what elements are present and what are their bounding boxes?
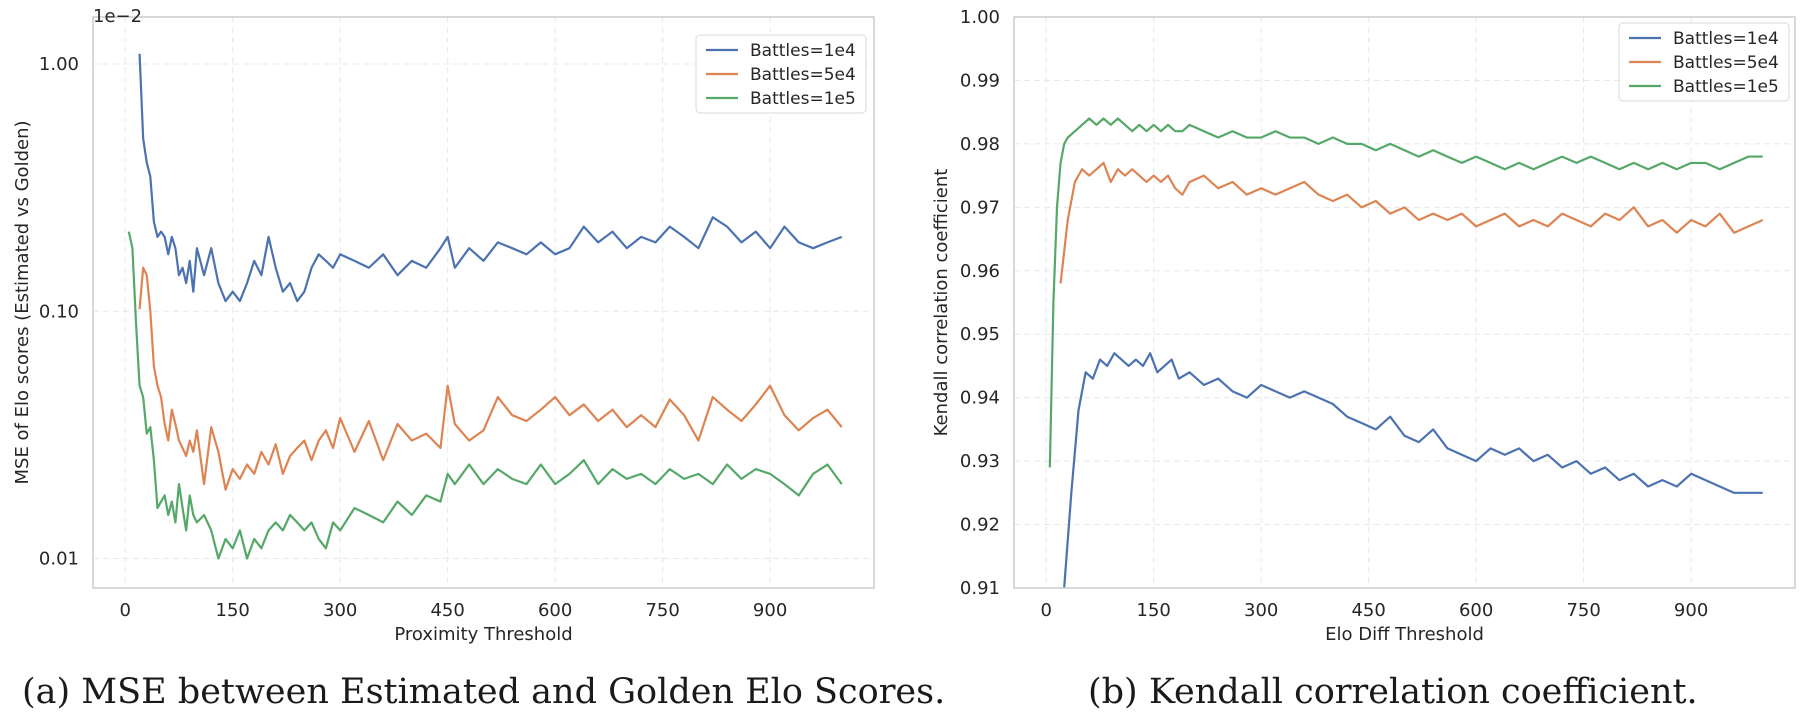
series-lines — [127, 53, 843, 560]
mse-chart-panel: 0 150 300 450 600 750 900 0.01 0.10 1.00 Proximity… — [12, 6, 875, 645]
y-tick-label: 0.10 — [39, 301, 79, 322]
y-tick-label: 0.96 — [960, 261, 1000, 282]
x-tick-label: 750 — [645, 600, 679, 621]
legend-label: Battles=5e4 — [1673, 53, 1779, 73]
legend-box — [1618, 22, 1790, 102]
x-tick-label: 150 — [216, 600, 250, 621]
x-tick-label: 600 — [1459, 600, 1493, 621]
y-tick-label: 0.95 — [960, 324, 1000, 345]
series-line-battles-1e4 — [1063, 352, 1763, 589]
x-tick-label: 900 — [753, 600, 787, 621]
series-line-battles-1e4 — [138, 53, 843, 303]
y-tick-label: 0.91 — [960, 578, 1000, 599]
legend-label: Battles=1e4 — [750, 41, 856, 61]
legend: Battles=1e4 Battles=5e4 Battles=1e5 — [1618, 22, 1790, 102]
plot-frame — [1013, 16, 1796, 589]
gridlines — [1014, 16, 1795, 589]
x-tick-label: 600 — [538, 600, 572, 621]
x-axis-label: Proximity Threshold — [394, 624, 572, 645]
y-axis-label: MSE of Elo scores (Estimated vs Golden) — [12, 120, 33, 484]
legend-label: Battles=1e5 — [1673, 77, 1779, 97]
kendall-chart-panel: 0 150 300 450 600 750 900 0.91 0.92 0.93 0.94 0.95 0… — [931, 7, 1796, 645]
series-line-battles-5e4 — [1059, 161, 1764, 284]
series-line-battles-1e5 — [127, 231, 843, 560]
series-line-battles-5e4 — [138, 266, 843, 491]
plot-frame — [92, 16, 875, 589]
y-tick-label: 0.01 — [39, 549, 79, 570]
y-tick-label: 0.97 — [960, 197, 1000, 218]
legend-label: Battles=1e4 — [1673, 29, 1779, 49]
y-tick-label: 1.00 — [39, 54, 79, 75]
x-axis-label: Elo Diff Threshold — [1325, 624, 1484, 645]
legend: Battles=1e4 Battles=5e4 Battles=1e5 — [695, 34, 867, 114]
x-tick-label: 300 — [1244, 600, 1278, 621]
x-tick-label: 450 — [430, 600, 464, 621]
axis-offset-text: 1e−2 — [93, 6, 142, 27]
caption-kendall-chart: (b) Kendall correlation coefficient. — [1088, 672, 1698, 712]
legend-label: Battles=5e4 — [750, 65, 856, 85]
legend-label: Battles=1e5 — [750, 89, 856, 109]
x-tick-label: 0 — [120, 600, 131, 621]
y-tick-label: 0.93 — [960, 451, 1000, 472]
y-tick-label: 0.99 — [960, 70, 1000, 91]
series-lines — [1048, 117, 1764, 589]
x-tick-label: 0 — [1041, 600, 1052, 621]
y-axis-label: Kendall correlation coefficient — [931, 169, 952, 437]
y-tick-label: 0.98 — [960, 134, 1000, 155]
y-tick-label: 0.92 — [960, 515, 1000, 536]
x-tick-label: 900 — [1674, 600, 1708, 621]
caption-mse-chart: (a) MSE between Estimated and Golden Elo… — [22, 672, 946, 712]
x-tick-label: 450 — [1351, 600, 1385, 621]
x-tick-label: 300 — [323, 600, 357, 621]
legend-box — [695, 34, 867, 114]
y-tick-label: 0.94 — [960, 388, 1000, 409]
series-line-battles-1e5 — [1048, 117, 1763, 468]
x-tick-label: 750 — [1566, 600, 1600, 621]
y-tick-label: 1.00 — [960, 7, 1000, 28]
x-tick-label: 150 — [1137, 600, 1171, 621]
